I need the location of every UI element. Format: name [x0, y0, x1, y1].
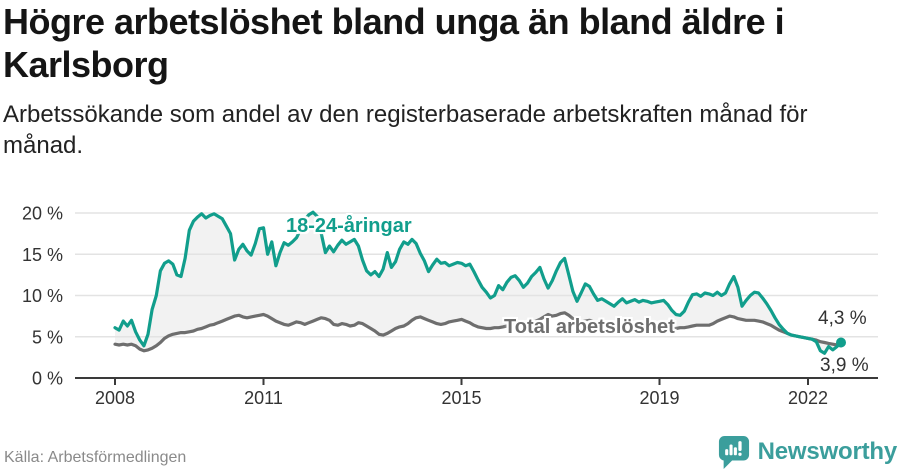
newsworthy-logo[interactable]: Newsworthy [718, 435, 897, 469]
x-tick-label: 2022 [788, 388, 828, 408]
page-title: Högre arbetslöshet bland unga än bland ä… [3, 1, 785, 85]
end-value-label-young: 4,3 % [818, 308, 867, 329]
series-label-young: 18-24-åringar [286, 215, 412, 237]
chart-subtitle: Arbetssökande som andel av den registerb… [3, 101, 808, 159]
source-note: Källa: Arbetsförmedlingen [4, 449, 187, 466]
newsworthy-speech-bubble-chart-icon [718, 436, 749, 469]
x-tick-label: 2008 [95, 388, 135, 408]
y-tick-label: 20 % [22, 204, 63, 224]
y-tick-label: 15 % [22, 245, 63, 265]
y-tick-label: 10 % [22, 286, 63, 306]
total-unemployment-line [113, 311, 843, 353]
end-value-label-total: 3,9 % [820, 355, 869, 376]
series-label-total: Total arbetslöshet [504, 316, 675, 338]
newsworthy-wordmark: Newsworthy [757, 438, 898, 465]
x-tick-label: 2011 [244, 388, 283, 408]
young-series-end-dot [836, 337, 846, 348]
x-tick-label: 2015 [441, 388, 481, 408]
x-tick-label: 2019 [639, 388, 679, 408]
young-unemployment-line [113, 210, 843, 355]
y-tick-label: 5 % [32, 327, 63, 347]
y-tick-label: 0 % [32, 369, 63, 389]
